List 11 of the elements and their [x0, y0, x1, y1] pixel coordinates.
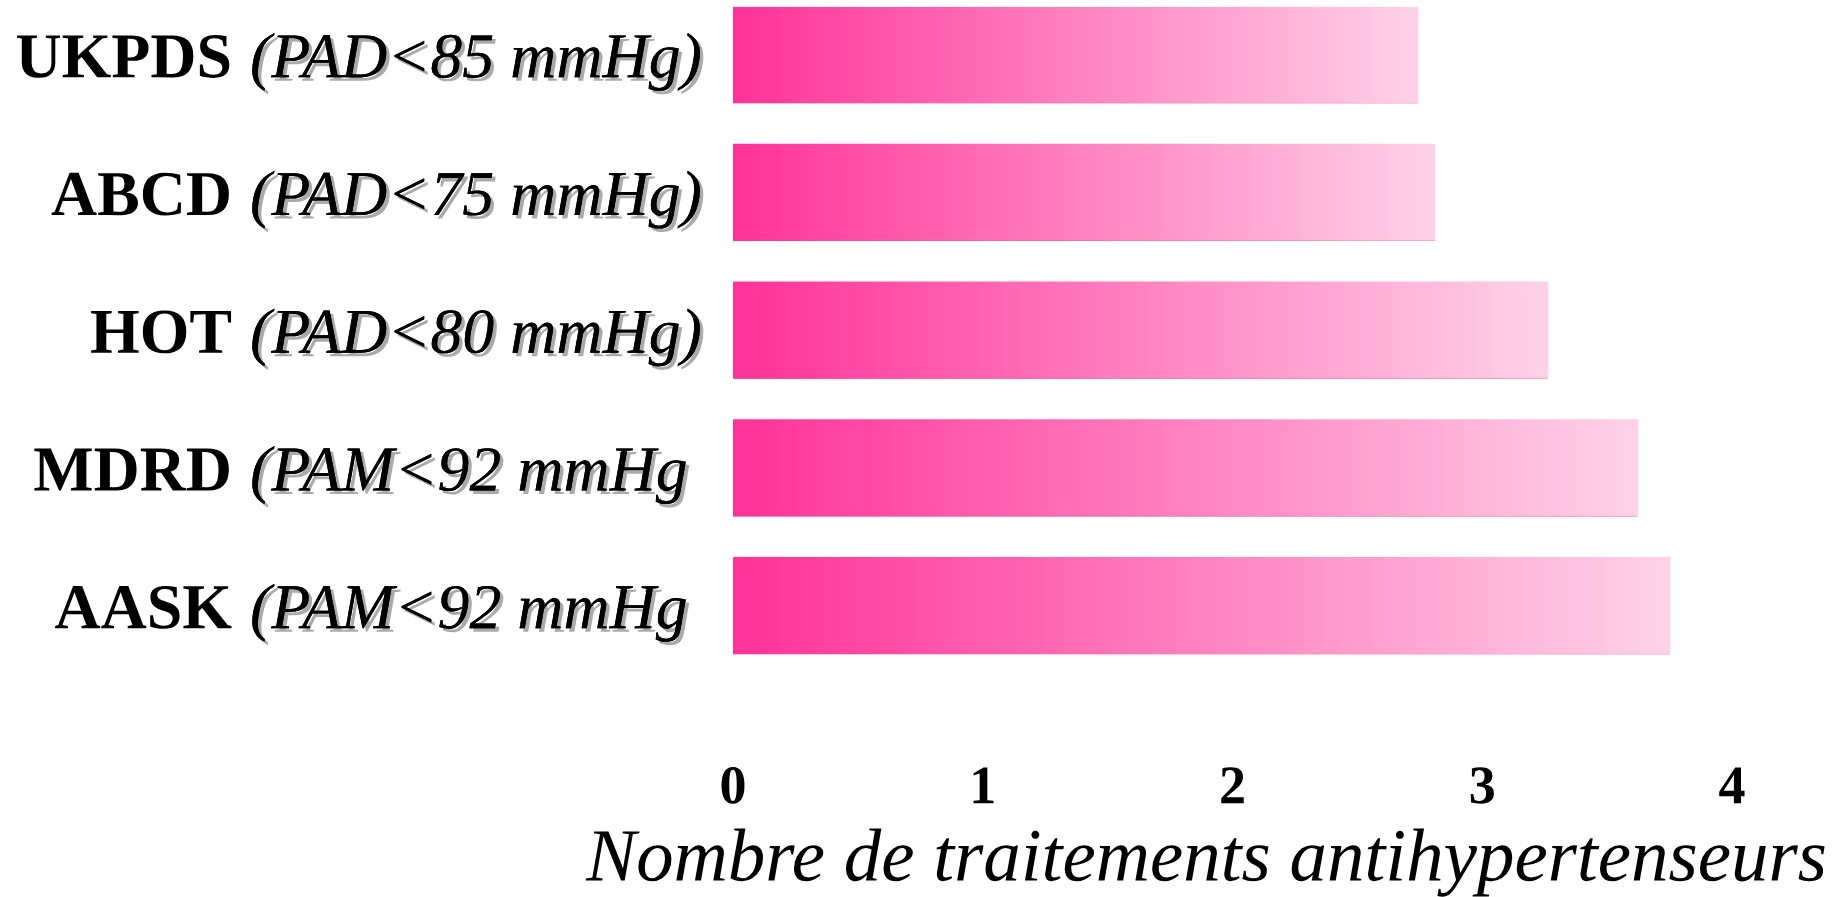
x-tick-label: 0 — [721, 767, 745, 804]
x-tick-label: 2 — [1221, 767, 1244, 804]
x-tick-label: 4 — [1719, 767, 1745, 804]
y-tick-label: MDRD (PAM<92 mmHg — [34, 446, 690, 508]
x-tick-label: 3 — [1470, 767, 1494, 804]
x-axis-title: Nombre de traitements antihypertenseurs — [585, 828, 1825, 897]
y-tick-label: ABCD (PAD<75 mmHg) — [51, 170, 704, 233]
y-tick-label: UKPDS (PAD<85 mmHg) — [17, 32, 704, 95]
y-tick-label: HOT (PAD<80 mmHg) — [91, 308, 704, 370]
x-tick-label: 1 — [973, 767, 994, 804]
y-tick-label: AASK (PAM<92 mmHg — [55, 583, 690, 646]
